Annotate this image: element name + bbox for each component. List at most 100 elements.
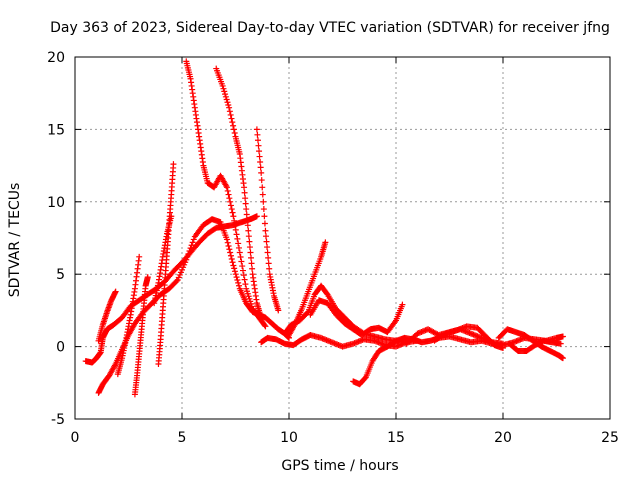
- data-point: [559, 333, 566, 340]
- y-axis-label: SDTVAR / TECUs: [7, 183, 23, 298]
- data-point: [112, 288, 119, 295]
- data-point: [255, 142, 262, 149]
- data-point: [253, 213, 260, 220]
- data-point: [231, 268, 238, 275]
- data-point: [168, 213, 175, 220]
- data-point: [256, 153, 263, 160]
- data-point: [264, 249, 271, 256]
- data-point: [226, 195, 233, 202]
- series-track-9: [213, 65, 265, 321]
- data-point: [237, 254, 244, 261]
- data-point: [226, 246, 233, 253]
- data-point: [228, 255, 235, 262]
- data-point: [144, 274, 151, 281]
- data-point: [223, 96, 230, 103]
- data-point: [265, 260, 272, 267]
- data-point: [248, 260, 255, 267]
- data-point: [261, 213, 268, 220]
- data-point: [230, 126, 237, 133]
- data-point: [187, 245, 194, 252]
- data-point: [236, 249, 243, 256]
- data-point: [399, 301, 406, 308]
- data-point: [231, 130, 238, 137]
- data-point: [222, 93, 229, 100]
- data-point: [228, 115, 235, 122]
- x-tick-label: 20: [494, 430, 512, 446]
- data-point: [264, 244, 271, 251]
- data-point: [256, 148, 263, 155]
- data-point: [262, 323, 269, 330]
- data-point: [258, 314, 265, 321]
- data-point: [262, 227, 269, 234]
- data-point: [227, 252, 234, 259]
- data-point: [223, 236, 230, 243]
- data-point: [232, 226, 239, 233]
- data-point: [244, 216, 251, 223]
- data-point: [258, 169, 265, 176]
- data-point: [240, 272, 247, 279]
- data-point: [261, 322, 268, 329]
- data-point: [241, 276, 248, 283]
- data-point: [226, 108, 233, 115]
- series-track-6: [155, 161, 177, 367]
- data-point: [265, 254, 272, 261]
- data-point: [190, 236, 197, 243]
- data-point: [221, 88, 228, 95]
- data-point: [260, 206, 267, 213]
- data-point: [136, 253, 143, 260]
- series-track-14: [307, 297, 406, 339]
- data-point: [235, 279, 242, 286]
- data-point: [254, 131, 261, 138]
- series-track-5: [131, 274, 151, 398]
- data-point: [275, 307, 282, 314]
- data-point: [184, 253, 191, 260]
- data-point: [254, 137, 261, 144]
- data-point: [224, 239, 231, 246]
- series-track-13: [286, 239, 329, 339]
- data-point: [173, 278, 180, 285]
- data-point: [235, 240, 242, 247]
- data-point: [248, 254, 255, 261]
- data-point: [222, 91, 229, 98]
- data-point: [253, 126, 260, 133]
- data-point: [500, 345, 506, 352]
- series-track-19: [506, 337, 564, 354]
- data-point: [230, 213, 237, 220]
- x-tick-label: 5: [178, 430, 187, 446]
- data-point: [241, 189, 248, 196]
- series-track-4: [114, 253, 143, 378]
- data-point: [263, 238, 270, 245]
- data-point: [235, 282, 242, 289]
- data-point: [225, 242, 232, 249]
- data-point: [247, 249, 254, 256]
- x-tick-label: 10: [280, 430, 298, 446]
- data-point: [261, 220, 268, 227]
- data-point: [259, 191, 266, 198]
- data-point: [233, 231, 240, 238]
- data-point: [257, 158, 264, 165]
- data-point: [219, 82, 226, 89]
- data-point: [234, 235, 241, 242]
- y-tick-label: 15: [47, 122, 65, 138]
- data-point: [239, 263, 246, 270]
- data-point: [227, 198, 234, 205]
- series-track-18: [495, 326, 566, 362]
- series-track-17: [431, 323, 506, 352]
- data-point: [266, 265, 273, 272]
- data-point: [231, 265, 238, 272]
- data-point: [231, 217, 238, 224]
- data-point: [230, 122, 237, 129]
- x-tick-label: 15: [387, 430, 405, 446]
- data-point: [243, 206, 250, 213]
- data-points: [82, 58, 566, 398]
- y-tick-label: 5: [56, 267, 65, 283]
- data-point: [231, 222, 238, 229]
- x-tick-label: 0: [71, 430, 80, 446]
- data-point: [233, 274, 240, 281]
- data-point: [229, 209, 236, 216]
- data-point: [245, 233, 252, 240]
- x-axis-label: GPS time / hours: [281, 458, 398, 474]
- series-track-3: [95, 216, 292, 396]
- data-point: [223, 184, 230, 191]
- data-point: [322, 239, 329, 246]
